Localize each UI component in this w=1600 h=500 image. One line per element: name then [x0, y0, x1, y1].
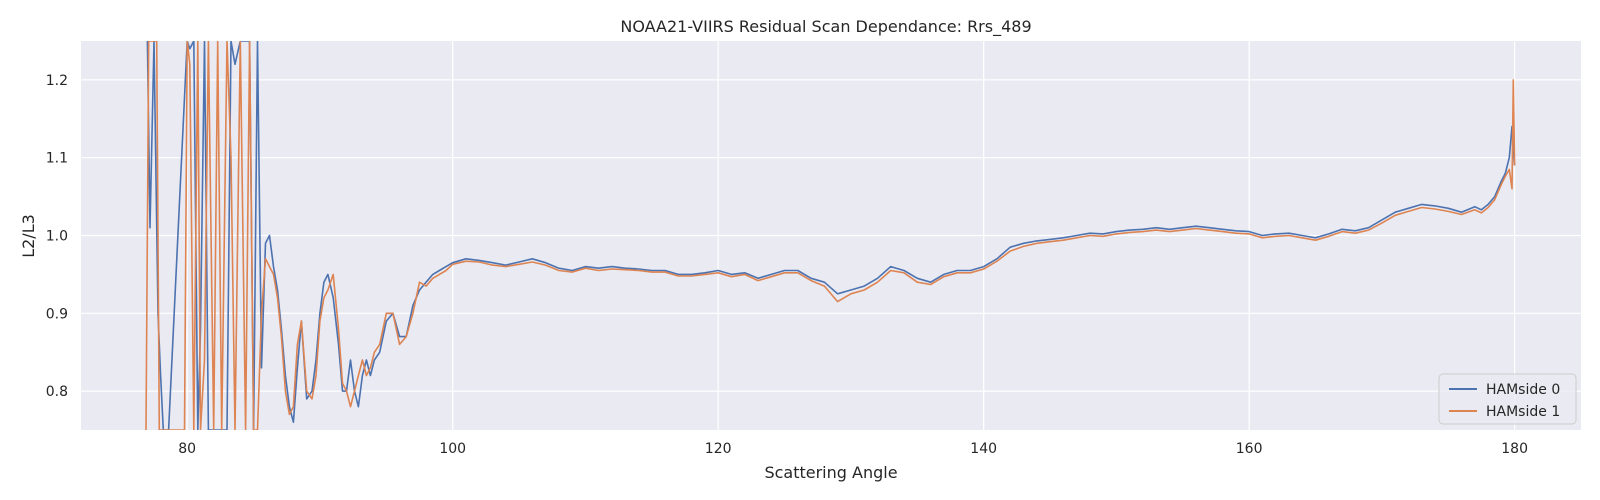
y-tick-label: 1.1: [46, 151, 68, 167]
y-tick-label: 0.9: [46, 306, 68, 322]
series-line-1: [145, 41, 1516, 430]
y-axis-label: L2/L3: [19, 214, 38, 258]
y-tick-label: 0.8: [46, 384, 68, 400]
legend: HAMside 0 HAMside 1: [1438, 373, 1577, 425]
y-tick-label: 1.2: [46, 73, 68, 89]
x-tick-label: 160: [1236, 441, 1263, 457]
series-line-0: [146, 41, 1516, 430]
x-axis-label: Scattering Angle: [764, 463, 897, 482]
x-tick-label: 100: [439, 441, 466, 457]
x-tick-label: 140: [970, 441, 997, 457]
series-lines: [145, 41, 1516, 430]
x-tick-label: 180: [1501, 441, 1528, 457]
y-axis: 0.8 0.9 1.0 1.1 1.2: [46, 73, 68, 400]
chart-title: NOAA21-VIIRS Residual Scan Dependance: R…: [620, 17, 1031, 37]
x-tick-label: 120: [705, 441, 732, 457]
grid: [81, 41, 1581, 430]
x-axis: 80 100 120 140 160 180: [178, 441, 1528, 457]
legend-label: HAMside 0: [1486, 382, 1560, 398]
y-tick-label: 1.0: [46, 229, 68, 245]
legend-label: HAMside 1: [1486, 404, 1560, 420]
x-tick-label: 80: [178, 441, 196, 457]
